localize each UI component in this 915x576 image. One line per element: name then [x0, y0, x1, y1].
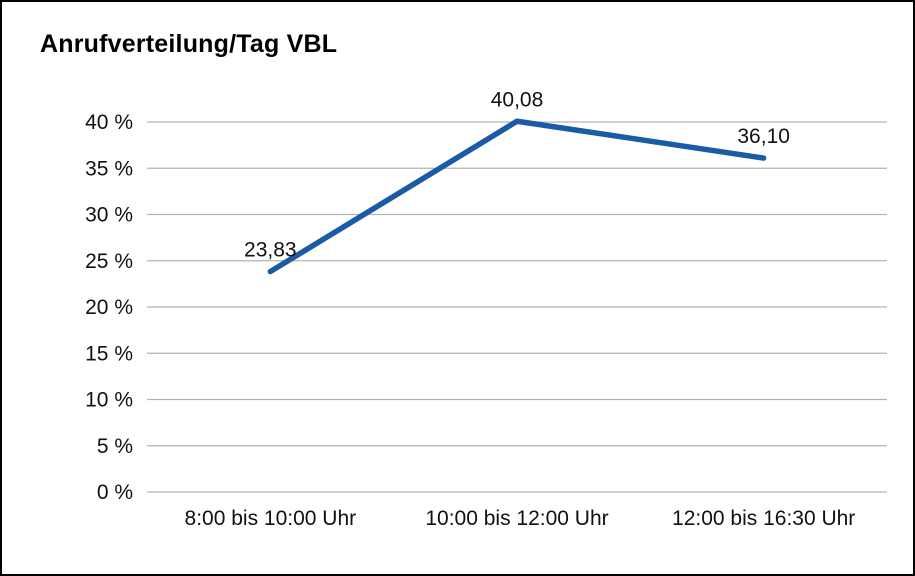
x-category-label: 12:00 bis 16:30 Uhr [672, 507, 855, 530]
y-tick-label: 5 % [97, 435, 133, 458]
y-tick-label: 35 % [85, 157, 133, 180]
y-tick-label: 25 % [85, 250, 133, 273]
y-tick-label: 10 % [85, 389, 133, 412]
data-series-line [267, 118, 767, 275]
y-tick-label: 30 % [85, 204, 133, 227]
x-category-label: 8:00 bis 10:00 Uhr [185, 507, 357, 530]
y-tick-label: 40 % [85, 111, 133, 134]
data-point-label: 23,83 [244, 239, 297, 262]
y-tick-label: 15 % [85, 342, 133, 365]
x-category-label: 10:00 bis 12:00 Uhr [425, 507, 608, 530]
data-point-label: 40,08 [491, 88, 544, 111]
data-point-label: 36,10 [737, 125, 790, 148]
y-tick-label: 0 % [97, 481, 133, 504]
chart-title: Anrufverteilung/Tag VBL [40, 30, 338, 58]
y-tick-label: 20 % [85, 296, 133, 319]
